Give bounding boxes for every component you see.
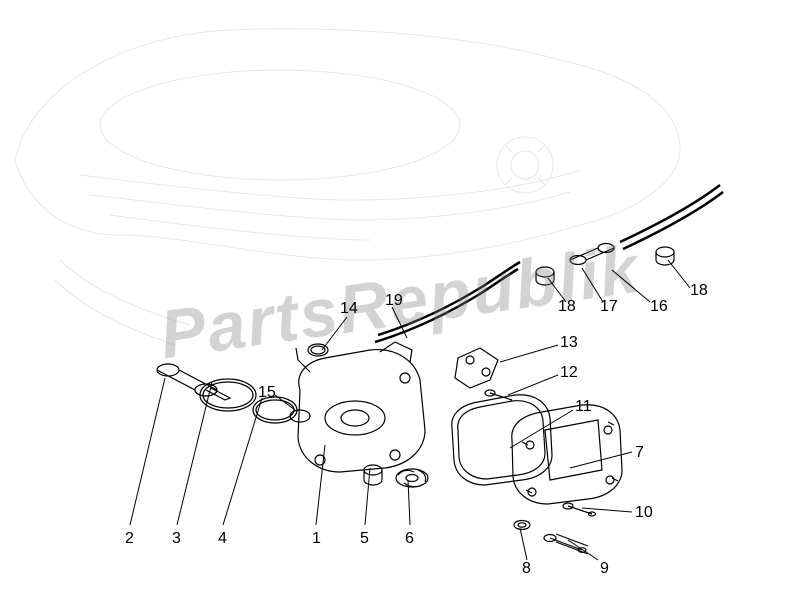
callout-18: 18 xyxy=(558,298,576,316)
callout-7: 7 xyxy=(635,444,644,462)
callout-17: 17 xyxy=(600,298,618,316)
callout-9: 9 xyxy=(600,560,609,578)
parts-diagram: 1 2 3 4 5 6 7 8 9 10 11 12 13 14 15 16 1… xyxy=(0,0,800,603)
callout-11: 11 xyxy=(575,398,592,416)
callout-2: 2 xyxy=(125,530,134,548)
callout-8: 8 xyxy=(522,560,531,578)
callout-1: 1 xyxy=(312,530,321,548)
callout-6: 6 xyxy=(405,530,414,548)
callout-4: 4 xyxy=(218,530,227,548)
callout-5: 5 xyxy=(360,530,369,548)
callout-13: 13 xyxy=(560,334,578,352)
callout-18b: 18 xyxy=(690,282,708,300)
callout-12: 12 xyxy=(560,364,578,382)
callout-10: 10 xyxy=(635,504,653,522)
callout-3: 3 xyxy=(172,530,181,548)
callout-19: 19 xyxy=(385,292,403,310)
callout-14: 14 xyxy=(340,300,358,318)
callout-15: 15 xyxy=(258,384,276,402)
callout-16: 16 xyxy=(650,298,668,316)
